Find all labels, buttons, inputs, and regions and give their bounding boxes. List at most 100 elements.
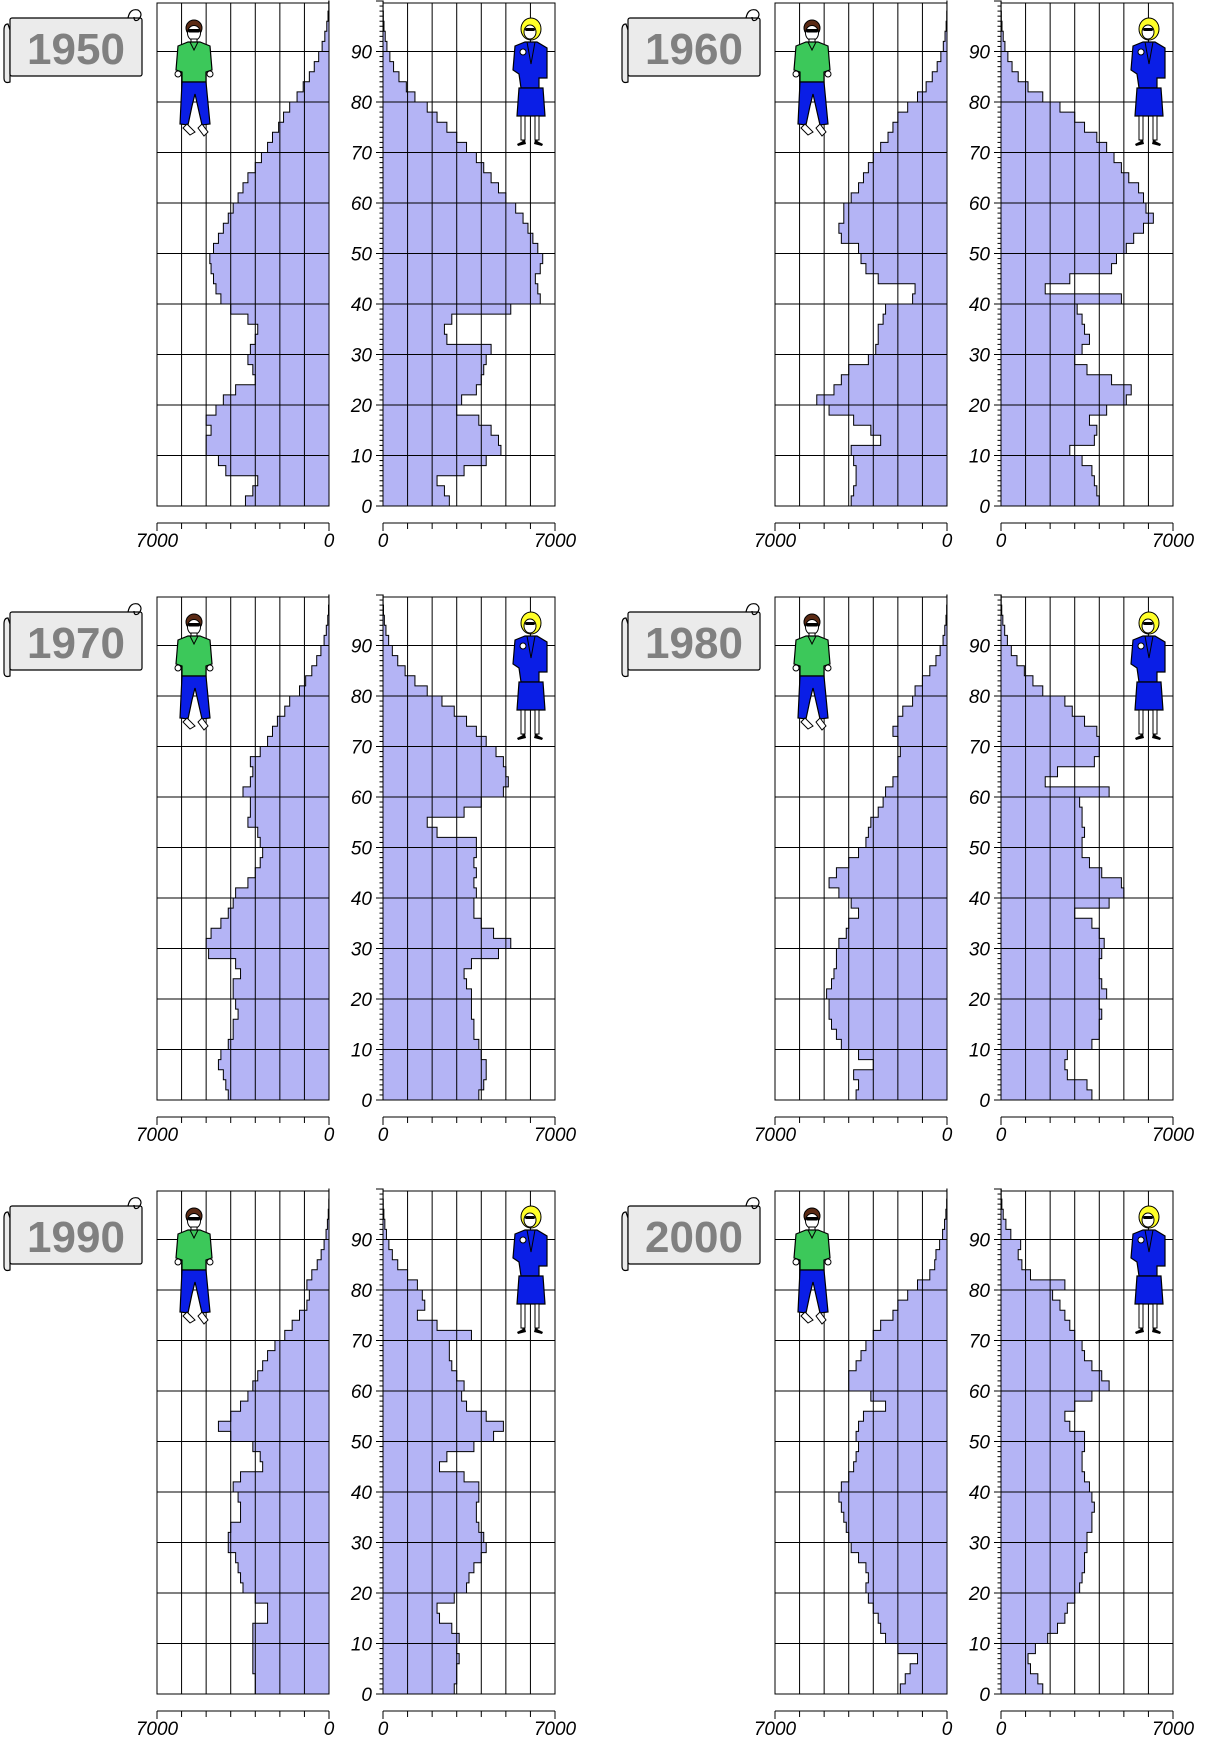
age-tick-label: 70 [351, 144, 373, 165]
x-tick-label: 0 [378, 1719, 389, 1738]
male-pyramid-plot: 7000 0 [754, 594, 953, 1146]
year-label: 1960 [645, 25, 743, 74]
age-tick-label: 0 [979, 497, 990, 518]
banner-curl [745, 603, 760, 616]
x-tick-label: 0 [996, 1125, 1007, 1146]
x-tick-label: 7000 [136, 531, 179, 552]
age-axis: 0 10 20 30 40 50 60 70 80 90 [968, 0, 1001, 518]
year-label: 1990 [27, 1213, 125, 1262]
age-axis: 0 10 20 30 40 50 60 70 80 90 [968, 594, 1001, 1112]
male-pyramid-plot: 7000 0 [754, 0, 953, 552]
banner-box [9, 17, 143, 77]
age-tick-label: 80 [351, 93, 373, 114]
age-tick-label: 40 [969, 889, 991, 910]
man-figure-icon [792, 613, 832, 731]
x-tick-label: 0 [942, 1719, 953, 1738]
x-tick-label: 0 [996, 1719, 1007, 1738]
female-plot-frame [1000, 596, 1174, 1101]
male-pyramid-plot: 7000 0 [136, 1188, 335, 1738]
age-tick-label: 40 [351, 889, 373, 910]
scroll-banner-icon [621, 617, 629, 678]
age-tick-label: 40 [351, 1483, 373, 1504]
age-tick-label: 60 [969, 194, 991, 215]
female-pyramid-plot: 0 7000 [378, 1188, 577, 1738]
age-tick-label: 0 [361, 1685, 372, 1706]
age-tick-label: 80 [351, 1281, 373, 1302]
banner-box [9, 611, 143, 671]
x-tick-label: 7000 [534, 1719, 577, 1738]
age-tick-label: 0 [361, 497, 372, 518]
female-pyramid-plot: 0 7000 [996, 594, 1195, 1146]
age-tick-label: 50 [351, 245, 373, 266]
age-tick-label: 70 [351, 1332, 373, 1353]
age-tick-label: 20 [968, 990, 991, 1011]
x-tick-label: 7000 [1152, 1719, 1195, 1738]
female-plot-frame [1000, 2, 1174, 507]
age-tick-label: 60 [351, 1382, 373, 1403]
banner-curl [127, 9, 142, 22]
x-tick-label: 7000 [136, 1125, 179, 1146]
x-tick-label: 7000 [534, 531, 577, 552]
banner-box [627, 17, 761, 77]
age-tick-label: 90 [969, 43, 991, 64]
man-figure-icon [174, 1207, 214, 1325]
age-tick-label: 40 [969, 1483, 991, 1504]
scroll-banner-icon [3, 617, 11, 678]
age-tick-label: 20 [350, 396, 373, 417]
x-tick-label: 0 [378, 531, 389, 552]
age-tick-label: 70 [969, 1332, 991, 1353]
banner-curl [127, 603, 142, 616]
male-pyramid-plot: 7000 0 [136, 594, 335, 1146]
man-figure-icon [174, 613, 214, 731]
age-tick-label: 60 [969, 788, 991, 809]
x-tick-label: 0 [942, 531, 953, 552]
x-tick-label: 0 [324, 1125, 335, 1146]
year-label: 1980 [645, 619, 743, 668]
male-plot-frame [156, 2, 330, 507]
age-tick-label: 40 [351, 295, 373, 316]
scroll-banner-icon [621, 23, 629, 84]
year-banner: 2000 [621, 1197, 761, 1272]
x-tick-label: 0 [378, 1125, 389, 1146]
male-plot-frame [774, 1190, 948, 1695]
age-tick-label: 10 [969, 1635, 991, 1656]
x-tick-label: 7000 [1152, 1125, 1195, 1146]
age-axis: 0 10 20 30 40 50 60 70 80 90 [350, 0, 383, 518]
female-plot-frame [382, 1190, 556, 1695]
year-banner: 1990 [3, 1197, 143, 1272]
male-pyramid-plot: 7000 0 [136, 0, 335, 552]
male-plot-frame [774, 2, 948, 507]
x-tick-label: 0 [324, 531, 335, 552]
banner-box [627, 611, 761, 671]
x-tick-label: 7000 [136, 1719, 179, 1738]
female-plot-frame [382, 596, 556, 1101]
banner-box [627, 1205, 761, 1265]
year-banner: 1980 [621, 603, 761, 678]
age-tick-label: 90 [969, 637, 991, 658]
year-label: 1970 [27, 619, 125, 668]
x-tick-label: 0 [324, 1719, 335, 1738]
male-pyramid-plot: 7000 0 [754, 1188, 953, 1738]
male-plot-frame [156, 1190, 330, 1695]
banner-curl [745, 9, 760, 22]
x-tick-label: 0 [996, 531, 1007, 552]
age-tick-label: 80 [969, 687, 991, 708]
age-tick-label: 80 [351, 687, 373, 708]
age-tick-label: 30 [351, 940, 373, 961]
age-tick-label: 50 [969, 839, 991, 860]
age-tick-label: 70 [969, 144, 991, 165]
year-label: 2000 [645, 1213, 743, 1262]
age-tick-label: 60 [351, 788, 373, 809]
scroll-banner-icon [621, 1211, 629, 1272]
age-tick-label: 60 [969, 1382, 991, 1403]
age-tick-label: 30 [969, 940, 991, 961]
age-tick-label: 0 [979, 1685, 990, 1706]
banner-curl [745, 1197, 760, 1210]
x-tick-label: 7000 [754, 531, 797, 552]
age-axis: 0 10 20 30 40 50 60 70 80 90 [350, 1188, 383, 1706]
age-axis: 0 10 20 30 40 50 60 70 80 90 [350, 594, 383, 1112]
